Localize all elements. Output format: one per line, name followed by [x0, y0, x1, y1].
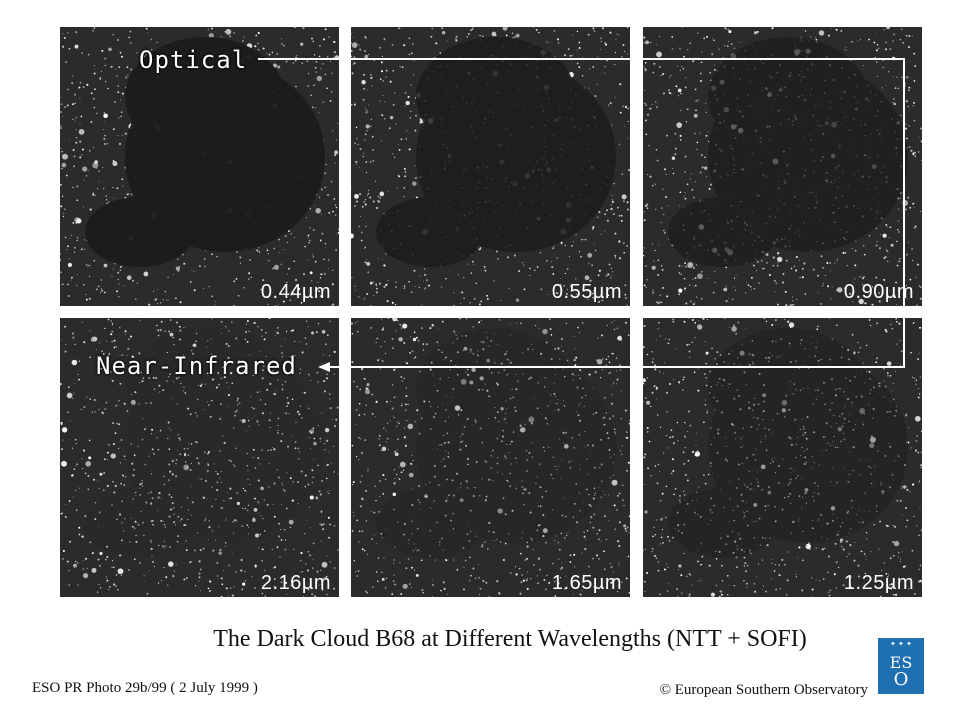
figure-title: The Dark Cloud B68 at Different Waveleng… [213, 626, 807, 652]
starfield-image [351, 318, 630, 597]
eso-logo: ✦ ✦ ✦ ES O [878, 638, 924, 694]
near-infrared-label: Near-Infrared [96, 352, 297, 380]
photo-id: ESO PR Photo 29b/99 ( 2 July 1999 ) [32, 680, 258, 696]
infrared-panel-125: 1.25µm [643, 318, 922, 597]
logo-line2: O [893, 669, 909, 690]
optical-label: Optical [139, 46, 248, 74]
wavelength-label: 0.55µm [551, 281, 622, 303]
optical-panel-055: 0.55µm [351, 27, 630, 306]
optical-panel-090: 0.90µm [643, 27, 922, 306]
wavelength-label: 1.65µm [551, 572, 622, 594]
infrared-panel-165: 1.65µm [351, 318, 630, 597]
starfield-image [643, 27, 922, 306]
wavelength-label: 1.25µm [843, 572, 914, 594]
copyright: © European Southern Observatory [659, 682, 868, 698]
wavelength-label: 0.44µm [260, 281, 331, 303]
starfield-image [60, 318, 339, 597]
starfield-image [643, 318, 922, 597]
logo-line1: ES [889, 653, 913, 672]
infrared-panel-216: 2.16µm [60, 318, 339, 597]
wavelength-label: 2.16µm [260, 572, 331, 594]
wavelength-label: 0.90µm [843, 281, 914, 303]
logo-stars-icon: ✦ ✦ ✦ [889, 640, 913, 648]
starfield-image [351, 27, 630, 306]
